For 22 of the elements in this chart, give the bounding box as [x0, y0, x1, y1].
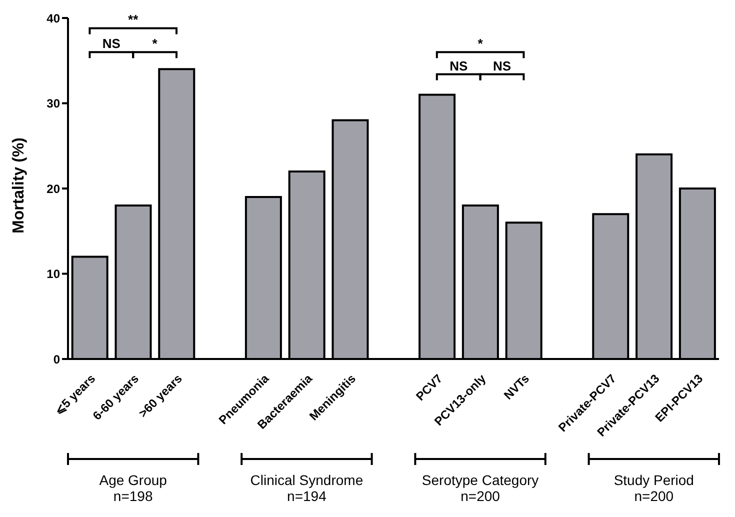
y-tick-label: 40 [46, 11, 60, 26]
significance-bracket: * [132, 36, 178, 58]
significance-bracket: NS [88, 36, 134, 58]
significance-bracket: ** [88, 12, 178, 34]
y-tick-label: 30 [46, 96, 60, 111]
annotation: NS [450, 58, 468, 74]
text: Age Group n=198 [99, 472, 168, 504]
annotation: NS [492, 58, 512, 74]
y-tick-label: 20 [46, 182, 60, 196]
text: Study Period n=200 [614, 472, 694, 504]
significance-bracket: NS [479, 58, 525, 80]
annotation: NS [102, 36, 121, 52]
annotation: ** [128, 12, 140, 28]
text: Clinical Syndrome n=194 [250, 472, 364, 504]
y-tick-label: 10 [46, 267, 60, 282]
annotation: * [478, 36, 484, 52]
significance-bracket: * [436, 36, 525, 58]
y-axis-title: Mortality (%) [10, 138, 28, 234]
annotation: * [152, 36, 158, 52]
significance-bracket: NS [436, 58, 482, 80]
y-tick-label: 0 [53, 352, 60, 366]
text: Serotype Category n=200 [422, 472, 539, 504]
